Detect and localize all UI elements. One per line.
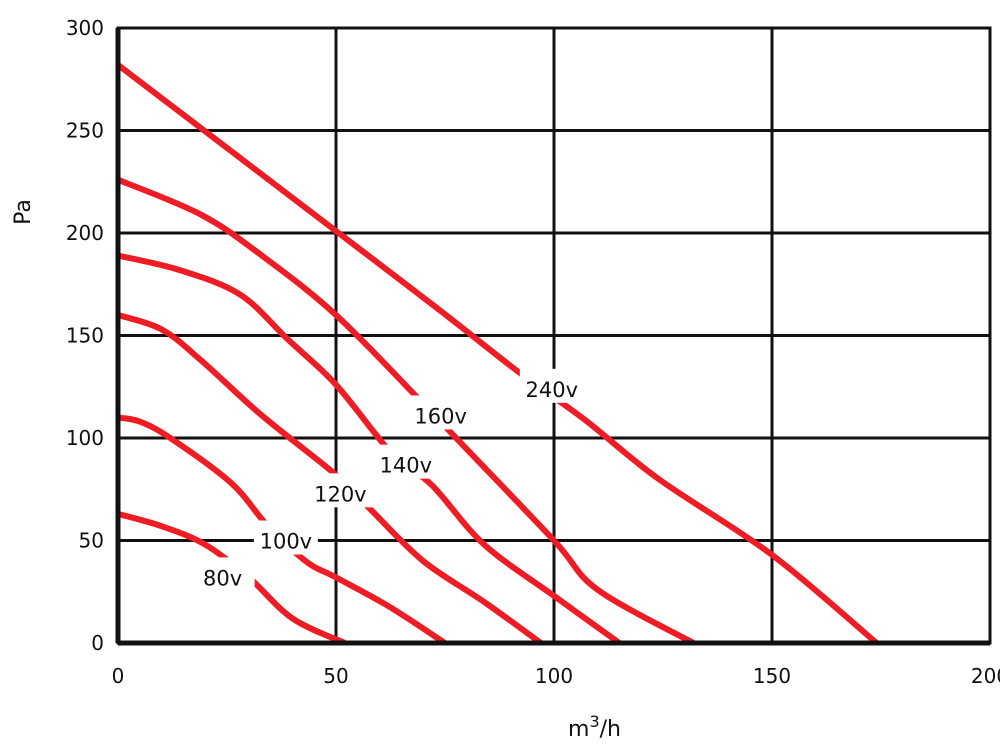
x-axis-label: m3/h — [568, 712, 621, 742]
curve-label-bg — [408, 395, 473, 430]
curves — [116, 62, 879, 646]
y-axis-label: Pa — [11, 199, 36, 225]
y-tick-label: 50 — [79, 529, 104, 553]
x-axis-label-sup: 3 — [589, 712, 599, 731]
x-tick-label: 100 — [535, 664, 573, 688]
curve-label-bg — [308, 473, 373, 508]
curve-label-bg — [253, 520, 318, 555]
x-tick-label: 150 — [753, 664, 791, 688]
y-tick-label: 250 — [66, 119, 104, 143]
tick-labels: 0 50 100 150 200 0 50 100 150 200 250 300 — [66, 16, 1000, 688]
y-tick-label: 0 — [91, 631, 104, 655]
x-tick-label: 200 — [971, 664, 1000, 688]
plot-frame — [115, 26, 992, 646]
curve-label-160v: 160v — [414, 404, 467, 428]
curve-label-140v: 140v — [380, 454, 433, 478]
curve-140v — [117, 252, 622, 646]
curve-label-bg — [190, 557, 255, 592]
y-tick-label: 200 — [66, 221, 104, 245]
curve-label-240v: 240v — [526, 378, 579, 402]
y-tick-label: 100 — [66, 426, 104, 450]
y-tick-label: 150 — [66, 324, 104, 348]
x-tick-label: 0 — [112, 664, 125, 688]
x-axis-label-suffix: /h — [600, 717, 621, 742]
x-tick-label: 50 — [323, 664, 348, 688]
grid — [116, 26, 992, 645]
curve-label-bg — [373, 444, 438, 479]
curve-label-120v: 120v — [314, 482, 367, 506]
curve-label-80v: 80v — [203, 566, 242, 590]
x-axis-label-base: m — [568, 717, 589, 742]
curve-label-bg — [519, 368, 584, 403]
y-tick-label: 300 — [66, 16, 104, 40]
curve-label-100v: 100v — [260, 530, 313, 554]
